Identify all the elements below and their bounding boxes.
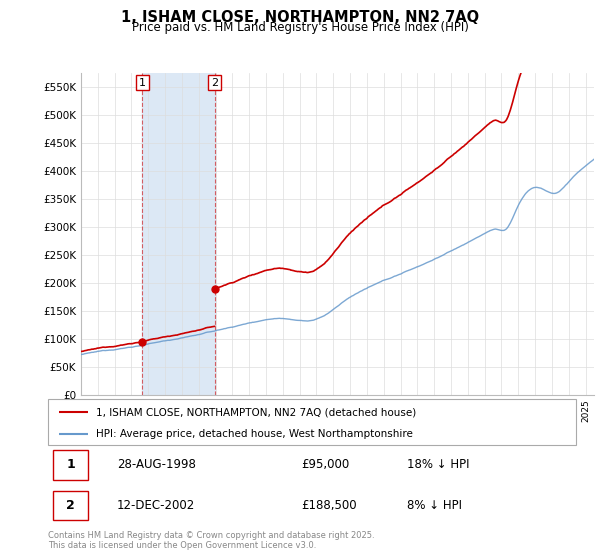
Text: 18% ↓ HPI: 18% ↓ HPI [407, 458, 470, 472]
Text: 8% ↓ HPI: 8% ↓ HPI [407, 499, 462, 512]
Text: 12-DEC-2002: 12-DEC-2002 [116, 499, 195, 512]
Text: 2: 2 [211, 78, 218, 87]
Text: 28-AUG-1998: 28-AUG-1998 [116, 458, 196, 472]
Text: £95,000: £95,000 [301, 458, 350, 472]
Text: £188,500: £188,500 [301, 499, 357, 512]
Text: 1, ISHAM CLOSE, NORTHAMPTON, NN2 7AQ (detached house): 1, ISHAM CLOSE, NORTHAMPTON, NN2 7AQ (de… [95, 407, 416, 417]
Bar [53, 491, 88, 520]
Text: 1: 1 [139, 78, 146, 87]
Bar [142, 73, 215, 395]
Text: Contains HM Land Registry data © Crown copyright and database right 2025.
This d: Contains HM Land Registry data © Crown c… [48, 531, 374, 550]
Text: HPI: Average price, detached house, West Northamptonshire: HPI: Average price, detached house, West… [95, 429, 412, 438]
Text: Price paid vs. HM Land Registry's House Price Index (HPI): Price paid vs. HM Land Registry's House … [131, 21, 469, 34]
Bar [53, 450, 88, 480]
Text: 2: 2 [67, 499, 75, 512]
Text: 1: 1 [67, 458, 75, 472]
Text: 1, ISHAM CLOSE, NORTHAMPTON, NN2 7AQ: 1, ISHAM CLOSE, NORTHAMPTON, NN2 7AQ [121, 10, 479, 25]
